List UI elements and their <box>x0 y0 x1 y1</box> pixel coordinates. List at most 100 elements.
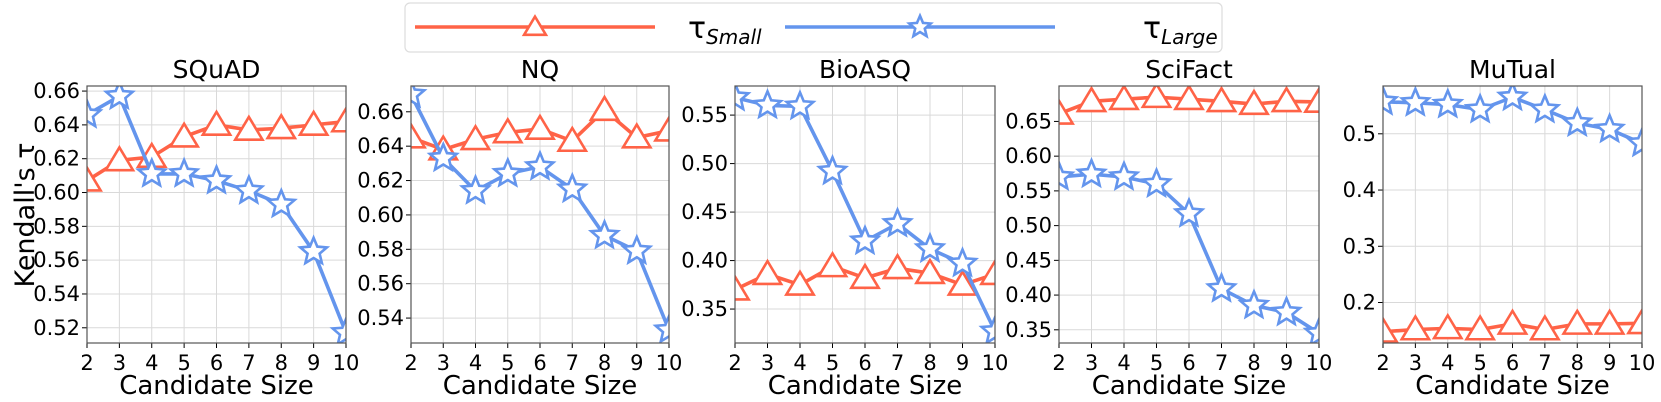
data-point-small <box>1205 86 1238 113</box>
x-tick-label: 10 <box>333 351 360 375</box>
legend-symbol: τ <box>1143 11 1161 46</box>
axes-frame <box>410 85 670 344</box>
x-tick-label: 5 <box>826 351 839 375</box>
data-point-small <box>1626 307 1642 335</box>
data-point-large <box>978 314 995 343</box>
legend-star-marker <box>906 12 934 39</box>
x-tick-label: 4 <box>145 351 158 375</box>
data-point-large <box>411 86 428 109</box>
subplot-nq: 0.54 0.56 0.58 0.60 0.62 0.64 0.66 2 3 4 5 6 7 8 9 10 NQ… <box>357 55 682 401</box>
data-point-small <box>816 250 849 278</box>
y-tick-label: 0.4 <box>1343 178 1376 202</box>
data-point-small <box>653 115 669 142</box>
data-point-large <box>1107 159 1141 192</box>
data-point-large <box>555 171 589 204</box>
x-tick-label: 9 <box>630 351 643 375</box>
data-point-small <box>1593 308 1626 335</box>
data-point-small <box>556 125 589 153</box>
x-tick-label: 10 <box>982 351 1009 375</box>
y-tick-label: 0.60 <box>33 181 80 205</box>
data-point-small <box>524 113 556 141</box>
data-point-small <box>1059 98 1075 125</box>
plot-area <box>87 86 346 343</box>
x-tick-label: 7 <box>891 351 904 375</box>
data-point-small <box>1464 313 1497 341</box>
data-point-large <box>1431 87 1465 119</box>
x-tick-label: 3 <box>113 351 126 375</box>
subplot-mutual: 0.2 0.3 0.4 0.5 2 3 4 5 6 7 8 9 10 MuTual Candidate Si… <box>1343 55 1656 401</box>
data-point-large <box>1625 126 1642 158</box>
legend-label-small: τSmall <box>688 11 762 49</box>
data-point-small <box>1496 308 1529 335</box>
y-tick-label: 0.66 <box>33 79 80 103</box>
data-point-large <box>167 156 201 188</box>
data-point-large <box>458 173 493 205</box>
x-tick-label: 8 <box>598 351 611 375</box>
data-point-small <box>411 122 427 149</box>
y-tick-label: 0.62 <box>33 147 80 171</box>
data-point-large <box>783 89 817 121</box>
data-point-small <box>1528 313 1561 341</box>
x-axis-label: Candidate Size <box>1092 371 1287 401</box>
y-tick-label: 0.35 <box>681 297 728 321</box>
x-tick-label: 6 <box>210 351 223 375</box>
y-tick-label: 0.56 <box>33 248 80 272</box>
axes-frame <box>1382 85 1643 344</box>
data-point-large <box>1528 92 1562 124</box>
data-point-large <box>652 312 669 343</box>
y-tick-label: 0.60 <box>1005 144 1052 168</box>
data-point-large <box>1593 111 1627 144</box>
data-point-large <box>329 315 346 343</box>
data-point-small <box>265 112 298 140</box>
y-tick-label: 0.60 <box>357 203 404 227</box>
data-point-small <box>103 144 136 172</box>
x-tick-label: 8 <box>1571 351 1584 375</box>
triangle-marker-icon <box>521 14 549 37</box>
y-tick-label: 0.66 <box>357 100 404 124</box>
x-tick-label: 2 <box>728 351 741 375</box>
x-tick-label: 7 <box>566 351 579 375</box>
subplot-title: SQuAD <box>173 55 261 84</box>
y-tick-label: 0.45 <box>1005 248 1052 272</box>
data-point-large <box>102 86 136 111</box>
y-tick-label: 0.50 <box>1005 214 1052 238</box>
y-tick-label: 0.55 <box>1005 179 1052 203</box>
x-tick-label: 3 <box>437 351 450 375</box>
legend-label-large: τLarge <box>1143 11 1218 49</box>
plot-area <box>1059 86 1319 343</box>
y-tick-label: 0.40 <box>681 249 728 273</box>
x-axis-label: Candidate Size <box>1415 371 1610 401</box>
legend-symbol: τ <box>688 11 706 46</box>
x-tick-label: 6 <box>1182 351 1195 375</box>
subplot-title: MuTual <box>1469 55 1556 84</box>
data-point-small <box>330 105 346 133</box>
x-tick-label: 7 <box>1215 351 1228 375</box>
axes-frame <box>1058 85 1320 344</box>
legend-triangle-marker <box>521 14 549 37</box>
data-point-small <box>784 269 816 296</box>
star-marker-icon <box>906 12 934 39</box>
data-point-small <box>459 123 492 151</box>
x-tick-label: 4 <box>1117 351 1130 375</box>
x-tick-label: 8 <box>275 351 288 375</box>
x-tick-label: 2 <box>1052 351 1065 375</box>
data-point-large <box>297 234 331 266</box>
data-point-large <box>1270 295 1303 327</box>
data-point-large <box>491 156 525 188</box>
data-point-large <box>620 233 654 266</box>
subplot-scifact: 0.35 0.40 0.45 0.50 0.55 0.60 0.65 2 3 4 5 6 7 8 9 10 Sc… <box>1005 55 1332 401</box>
x-tick-label: 9 <box>1603 351 1616 375</box>
data-point-small <box>1270 86 1303 113</box>
data-point-small <box>979 258 995 286</box>
x-axis-label: Candidate Size <box>768 371 963 401</box>
data-point-large <box>1140 166 1173 199</box>
data-point-large <box>587 218 622 250</box>
data-point-small <box>87 165 103 192</box>
y-tick-label: 0.54 <box>357 306 404 330</box>
y-tick-label: 0.64 <box>357 134 404 158</box>
data-point-large <box>1302 315 1319 343</box>
data-point-large <box>135 156 169 188</box>
data-point-large <box>1059 159 1076 192</box>
data-point-large <box>945 246 980 278</box>
